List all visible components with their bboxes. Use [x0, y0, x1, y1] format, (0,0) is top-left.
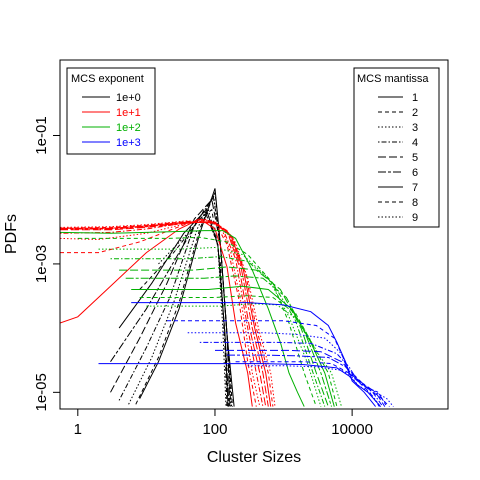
x-axis: 1 100 10000 — [74, 408, 373, 438]
series-line-1e+2-8 — [139, 295, 338, 407]
y-axis: 1e-01 1e-03 1e-05 — [33, 116, 61, 412]
series-line-1e+2-3 — [98, 246, 322, 407]
y-axis-label: PDFs — [3, 214, 20, 254]
legend-mantissa-label: 7 — [412, 182, 418, 194]
series-line-1e+3-6 — [227, 354, 388, 407]
series-line-1e+1-1 — [60, 218, 253, 407]
x-tick-label: 100 — [202, 421, 227, 438]
series-line-1e+0-5 — [110, 198, 231, 407]
series-line-1e+3-1 — [131, 302, 376, 407]
x-tick-label: 10000 — [331, 421, 373, 438]
legend-exponent-label: 1e+1 — [116, 107, 141, 119]
legend-mantissa-label: 8 — [412, 197, 418, 209]
legend-exponent-label: 1e+0 — [116, 92, 141, 104]
legend-mantissa-items: 1 2 3 4 5 6 7 8 9 — [378, 92, 418, 224]
legend-mantissa-label: 3 — [412, 122, 418, 134]
x-tick-label: 1 — [74, 421, 82, 438]
legend-exponent-box — [66, 67, 156, 155]
y-tick-label: 1e-03 — [33, 245, 50, 283]
x-axis-label: Cluster Sizes — [207, 449, 301, 466]
series-line-1e+3-7 — [98, 363, 381, 407]
legend-exponent-items: 1e+0 1e+1 1e+2 1e+3 — [82, 92, 141, 149]
legend-exponent: MCS exponent 1e+0 1e+1 1e+2 1e+3 — [66, 67, 156, 155]
series-line-1e+0-8 — [139, 208, 228, 407]
series-line-1e+0-2 — [135, 192, 233, 407]
series-line-1e+2-6 — [125, 275, 332, 407]
series-line-1e+3-2 — [167, 320, 380, 407]
legend-mantissa-label: 9 — [412, 212, 418, 224]
y-tick-label: 1e-01 — [33, 116, 50, 154]
legend-mantissa-label: 1 — [412, 92, 418, 104]
series-line-1e+0-4 — [118, 195, 232, 407]
legend-mantissa-box — [353, 67, 440, 228]
legend-mantissa-label: 6 — [412, 167, 418, 179]
series-layer — [60, 188, 394, 407]
legend-mantissa: MCS mantissa 1 2 3 4 5 6 7 8 9 — [353, 67, 440, 228]
series-line-1e+3-9 — [247, 365, 394, 407]
legend-mantissa-label: 5 — [412, 152, 418, 164]
series-line-1e+1-2 — [60, 218, 257, 407]
legend-mantissa-label: 4 — [412, 137, 418, 149]
series-line-1e+0-7 — [118, 208, 229, 407]
series-line-1e+2-2 — [77, 236, 317, 407]
y-tick-label: 1e-05 — [33, 373, 50, 411]
legend-exponent-title: MCS exponent — [71, 73, 144, 85]
series-line-1e+2-4 — [110, 256, 326, 407]
legend-mantissa-title: MCS mantissa — [357, 73, 429, 85]
legend-exponent-label: 1e+2 — [116, 122, 141, 134]
series-line-1e+3-8 — [235, 361, 390, 407]
legend-mantissa-label: 2 — [412, 107, 418, 119]
series-line-1e+2-5 — [119, 266, 329, 407]
series-line-1e+2-1 — [60, 230, 305, 407]
series-line-1e+3-3 — [187, 332, 381, 407]
legend-exponent-label: 1e+3 — [116, 137, 141, 149]
